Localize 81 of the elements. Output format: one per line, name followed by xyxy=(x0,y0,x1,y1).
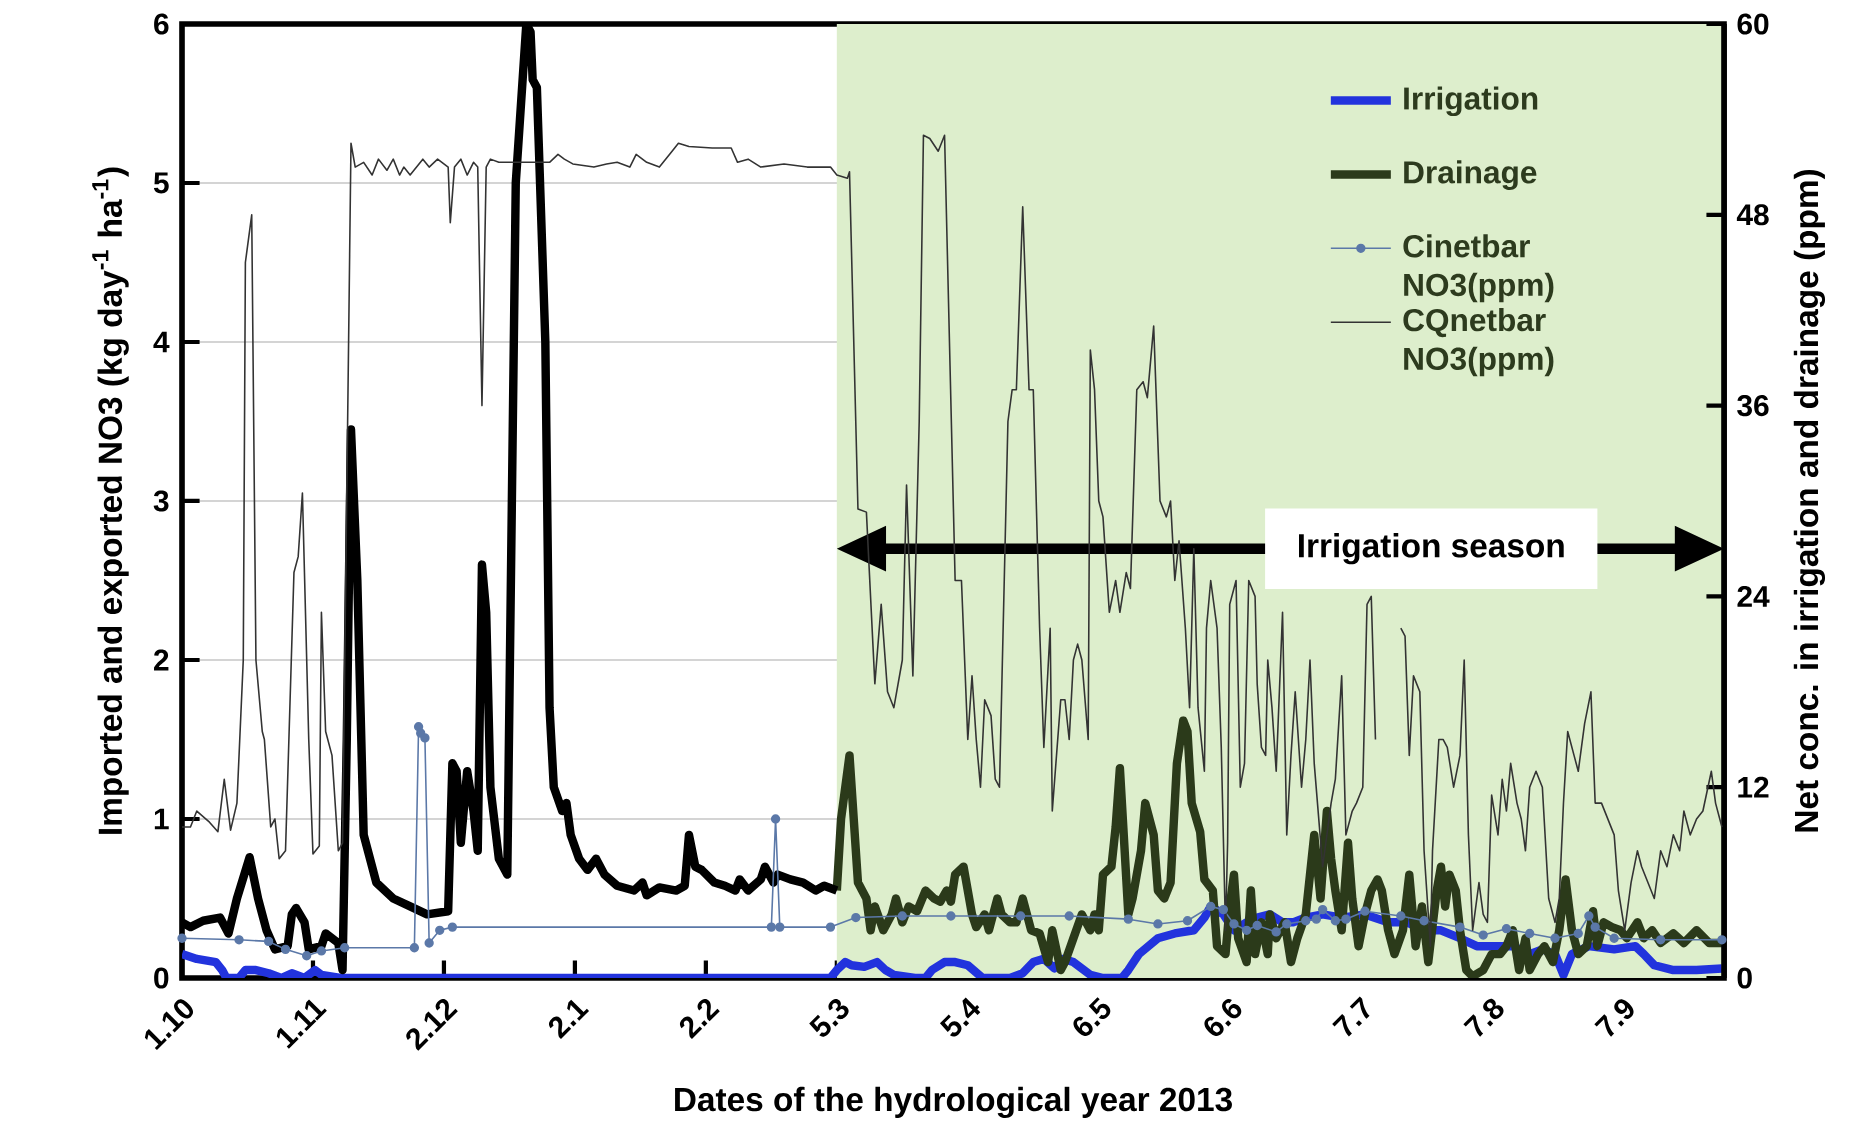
y-tick-label: 2 xyxy=(154,649,169,671)
point xyxy=(1241,925,1252,935)
x-tick-label: 6.6 xyxy=(1204,999,1242,1036)
y2-tick-label: 36 xyxy=(1737,395,1769,417)
point xyxy=(1455,922,1465,932)
point xyxy=(1282,919,1292,929)
point xyxy=(280,944,291,955)
y-tick-label: 0 xyxy=(154,967,169,989)
point xyxy=(1206,901,1216,912)
point xyxy=(447,922,458,932)
y2-tick-label: 60 xyxy=(1737,13,1769,35)
legend-label: CQnetbar NO3(ppm) xyxy=(1403,308,1554,377)
point xyxy=(435,925,445,935)
x-tick-label: 2.1 xyxy=(548,999,590,1039)
point xyxy=(1318,904,1328,915)
point xyxy=(1229,919,1239,929)
point xyxy=(1015,911,1026,921)
point xyxy=(1550,933,1560,943)
legend-label: Cinetbar NO3(ppm) xyxy=(1403,234,1554,303)
x-axis-title: Dates of the hydrological year 2013 xyxy=(675,1086,1232,1119)
point xyxy=(263,936,274,947)
point xyxy=(1153,919,1163,929)
point xyxy=(1341,914,1351,924)
point xyxy=(1330,916,1340,926)
point xyxy=(316,946,327,956)
point xyxy=(1182,916,1193,926)
point xyxy=(770,814,781,824)
point xyxy=(1301,916,1311,926)
point xyxy=(775,922,785,932)
point xyxy=(1590,922,1600,932)
point xyxy=(1419,916,1429,926)
point xyxy=(1525,928,1535,939)
point xyxy=(1360,906,1370,916)
point xyxy=(1584,911,1594,921)
x-tick-label: 5.3 xyxy=(809,998,849,1037)
point xyxy=(1717,935,1727,945)
point xyxy=(851,912,861,923)
point xyxy=(1609,933,1619,943)
point xyxy=(409,943,420,953)
point xyxy=(1064,911,1074,921)
y2-tick-label: 48 xyxy=(1736,204,1769,226)
point xyxy=(1123,914,1133,924)
x-tick-label: 6.5 xyxy=(1073,997,1111,1036)
y-axis-title: Imported and exported NO3 (kg day$^{-1}$ ha$^{-1}$) xyxy=(92,167,129,834)
point xyxy=(420,733,430,743)
y-tick-label: 4 xyxy=(153,331,170,353)
point xyxy=(424,938,434,948)
y-tick-label: 5 xyxy=(153,172,169,194)
point xyxy=(1655,935,1666,945)
point xyxy=(340,943,350,953)
point xyxy=(234,935,244,945)
point xyxy=(1396,911,1406,921)
y2-tick-label: 0 xyxy=(1737,967,1752,989)
y-tick-label: 6 xyxy=(154,13,169,35)
point xyxy=(1271,927,1281,937)
point xyxy=(1501,924,1512,934)
point xyxy=(301,951,312,961)
y-tick-label: 1 xyxy=(154,808,169,830)
point xyxy=(1311,914,1321,924)
point xyxy=(825,922,836,932)
band-label: Irrigation season xyxy=(1298,533,1564,565)
point xyxy=(177,933,187,943)
x-tick-label: 7.7 xyxy=(1332,996,1370,1037)
x-tick-label: 2.2 xyxy=(679,998,720,1039)
point xyxy=(1252,920,1262,931)
point xyxy=(1218,904,1229,915)
y2-tick-label: 12 xyxy=(1738,776,1769,798)
x-tick-label: 7.9 xyxy=(1594,999,1634,1037)
x-tick-label: 7.8 xyxy=(1463,998,1504,1037)
point xyxy=(946,911,956,921)
point xyxy=(766,922,777,932)
point xyxy=(1478,930,1488,940)
point xyxy=(1573,928,1583,939)
point xyxy=(897,911,907,921)
x-tick-label: 5.4 xyxy=(939,997,981,1037)
x-tick-label: 1.11 xyxy=(276,999,327,1049)
legend-label: Drainage xyxy=(1404,160,1537,190)
y2-axis-title: Net conc. in irrigation and drainage (ppm) xyxy=(1793,169,1826,832)
y-tick-label: 3 xyxy=(153,490,169,512)
y2-tick-label: 24 xyxy=(1737,585,1770,607)
legend-label: Irrigation xyxy=(1404,86,1538,117)
